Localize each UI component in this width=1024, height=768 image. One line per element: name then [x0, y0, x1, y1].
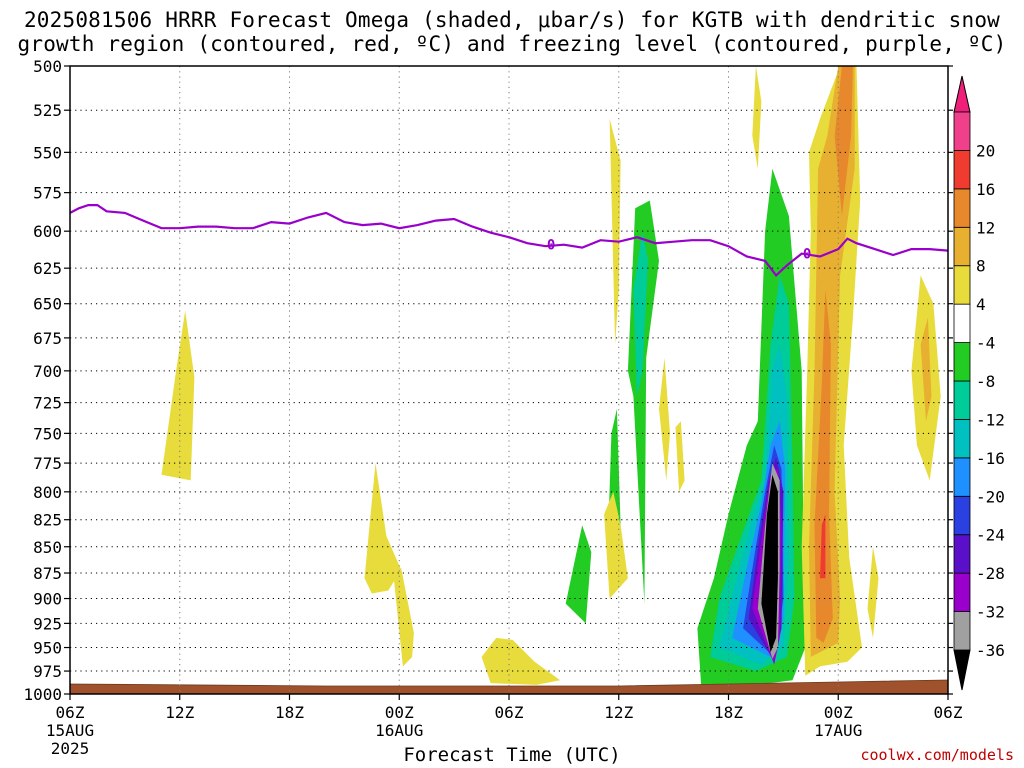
y-tick-label: 675 — [33, 329, 62, 348]
x-tick-label: 18Z — [714, 703, 743, 722]
omega-region — [481, 637, 561, 685]
y-tick-label: 800 — [33, 483, 62, 502]
colorbar-label: 16 — [976, 180, 995, 199]
chart-title: 2025081506 HRRR Forecast Omega (shaded, … — [0, 8, 1024, 56]
y-axis: 500 525 550 575 600 625 650 675 700 725 750 775 800 8… — [23, 57, 953, 704]
x-tick-label: 12Z — [604, 703, 633, 722]
omega-region — [920, 317, 932, 422]
x-tick-date-label: 16AUG — [375, 721, 423, 740]
omega-region — [761, 474, 778, 653]
y-tick-label: 725 — [33, 394, 62, 413]
x-tick-label: 00Z — [824, 703, 853, 722]
y-tick-label: 875 — [33, 564, 62, 583]
freezing-level-line — [70, 204, 948, 278]
colorbar-label: -8 — [976, 372, 995, 391]
colorbar-swatch — [953, 111, 971, 151]
colorbar-label: -4 — [976, 334, 995, 353]
chart-title-line1: 2025081506 HRRR Forecast Omega (shaded, … — [23, 8, 1001, 32]
freezing-level-label: 0 — [547, 238, 555, 254]
y-tick-label: 700 — [33, 362, 62, 381]
y-tick-label: 825 — [33, 511, 62, 530]
freezing-level-contour: 00 — [70, 204, 948, 278]
colorbar-label: -20 — [976, 487, 1005, 506]
colorbar-swatch — [953, 572, 971, 612]
colorbar-swatch — [953, 342, 971, 382]
omega-region — [675, 421, 685, 492]
colorbar-swatch — [953, 226, 971, 267]
omega-region — [161, 310, 195, 481]
colorbar-swatch — [953, 495, 971, 536]
y-tick-label: 525 — [33, 101, 62, 120]
colorbar-label: -16 — [976, 449, 1005, 468]
omega-region — [604, 491, 628, 599]
y-tick-label: 625 — [33, 259, 62, 278]
grid-lines — [70, 66, 948, 694]
colorbar-swatch — [953, 534, 971, 574]
y-tick-label: 925 — [33, 614, 62, 633]
y-tick-label: 650 — [33, 295, 62, 314]
y-tick-label: 775 — [33, 454, 62, 473]
colorbar-max-triangle — [953, 75, 971, 113]
omega-region — [867, 546, 879, 638]
x-tick-date-label: 17AUG — [814, 721, 862, 740]
freezing-level-label: 0 — [803, 247, 811, 263]
colorbar-swatch — [953, 457, 971, 497]
credit-text: coolwx.com/models — [860, 746, 1014, 764]
colorbar-label: 8 — [976, 257, 986, 276]
colorbar-label: -28 — [976, 564, 1005, 583]
colorbar-label: -24 — [976, 526, 1005, 545]
colorbar-swatch — [953, 265, 971, 305]
x-tick-label: 18Z — [275, 703, 304, 722]
colorbar-label: 12 — [976, 218, 995, 237]
omega-region — [834, 66, 853, 216]
omega-region — [364, 463, 402, 594]
omega-region — [633, 231, 648, 397]
x-axis-title: Forecast Time (UTC) — [403, 744, 621, 766]
omega-region — [659, 357, 670, 481]
colorbar-label: -36 — [976, 641, 1005, 660]
x-tick-label: 06Z — [495, 703, 524, 722]
colorbar-swatch — [953, 380, 971, 420]
y-tick-label: 1000 — [23, 685, 62, 704]
y-tick-label: 600 — [33, 222, 62, 241]
omega-region — [565, 525, 592, 624]
y-tick-label: 900 — [33, 590, 62, 609]
y-tick-label: 550 — [33, 143, 62, 162]
colorbar: -36 -32 -28 -24 -20 -16 -12 -8 -4 4 8 12 16 20 — [953, 75, 1005, 691]
colorbar-swatch — [953, 303, 971, 343]
y-tick-label: 850 — [33, 538, 62, 557]
omega-region — [820, 514, 826, 579]
omega-region — [393, 567, 414, 667]
colorbar-swatch — [953, 611, 971, 651]
x-tick-date-label: 15AUG — [46, 721, 94, 740]
y-tick-label: 950 — [33, 639, 62, 658]
colorbar-label: 20 — [976, 141, 995, 160]
chart-title-line2: growth region (contoured, red, ºC) and f… — [17, 32, 1007, 56]
x-tick-label: 06Z — [56, 703, 85, 722]
colorbar-min-triangle — [953, 649, 971, 691]
omega-region — [752, 66, 762, 169]
omega-shading — [161, 66, 941, 687]
y-tick-label: 750 — [33, 424, 62, 443]
omega-region — [609, 118, 621, 345]
colorbar-label: -12 — [976, 410, 1005, 429]
x-tick-year-label: 2025 — [51, 739, 90, 758]
y-tick-label: 500 — [33, 57, 62, 76]
colorbar-swatch — [953, 419, 971, 459]
colorbar-label: 4 — [976, 295, 986, 314]
x-tick-label: 00Z — [385, 703, 414, 722]
colorbar-swatch — [953, 150, 971, 190]
x-tick-label: 12Z — [165, 703, 194, 722]
colorbar-swatch — [953, 188, 971, 228]
colorbar-label: -32 — [976, 603, 1005, 622]
omega-region — [814, 289, 833, 643]
y-tick-label: 575 — [33, 184, 62, 203]
x-tick-label: 06Z — [934, 703, 963, 722]
y-tick-label: 975 — [33, 662, 62, 681]
